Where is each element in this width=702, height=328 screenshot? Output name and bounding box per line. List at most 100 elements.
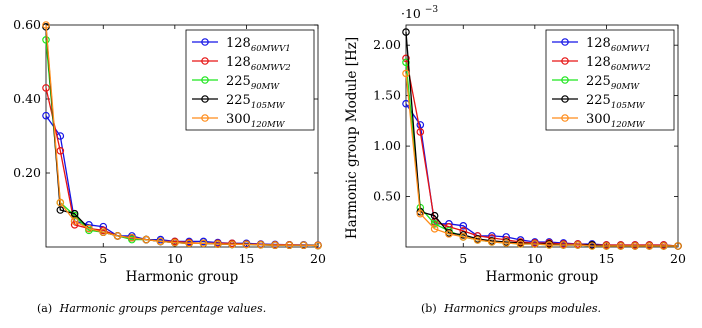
chart-b-frame	[405, 24, 679, 248]
chart-b-legend-label-sub: 60MWV1	[611, 44, 651, 54]
chart-a-ytick-label: 0.20	[13, 165, 41, 180]
chart-b-data-point	[416, 121, 425, 129]
chart-a-data-point	[113, 232, 122, 240]
chart-b-data-point	[459, 222, 468, 230]
chart-a-xtick-label: 10	[167, 251, 183, 266]
chart-b-data-point	[573, 241, 582, 249]
chart-b-xtick-label: 20	[670, 251, 686, 266]
chart-a-legend-label: 225105MW	[226, 93, 286, 111]
chart-b-y-multiplier-exp: −3	[425, 5, 439, 15]
chart-b-data-point	[531, 240, 539, 248]
chart-b-legend-label-main: 225	[586, 93, 611, 108]
chart-b-legend-marker	[561, 38, 569, 46]
chart-a-data-point	[256, 240, 265, 249]
chart-b-data-point	[631, 242, 639, 250]
chart-a-data-point	[314, 241, 322, 250]
chart-b-caption: (b) Harmonics groups modules.	[421, 302, 601, 315]
chart-a-legend-marker	[201, 38, 209, 46]
chart-b-legend-label: 22590MW	[586, 74, 640, 92]
chart-b-data-point	[674, 242, 682, 250]
chart-b-caption-label: (b)	[421, 302, 437, 315]
chart-a-xtick-label: 5	[99, 251, 107, 266]
chart-a-legend-label-main: 128	[226, 36, 251, 51]
chart-a-data-point	[199, 239, 208, 248]
chart-b-y-multiplier: ·10 −3	[401, 5, 438, 21]
chart-a-legend-label-sub: 120MW	[251, 120, 286, 130]
chart-a-data-point	[213, 240, 222, 248]
chart-a-data-point	[85, 224, 93, 233]
chart-b-data-point	[445, 230, 453, 238]
chart-b-data-point	[602, 242, 611, 250]
chart-a-data-point	[56, 206, 65, 214]
chart-b-legend-label: 300120MW	[586, 112, 646, 130]
chart-a-data-point	[242, 240, 251, 249]
chart-b-ytick-label: 0.50	[373, 189, 401, 204]
chart-b-data-point	[516, 240, 525, 248]
chart-b-data-point	[488, 238, 496, 246]
chart-a-ytick-label: 0.40	[13, 91, 41, 106]
chart-b-legend: 12860MWV112860MWV222590MW225105MW300120M…	[545, 29, 675, 131]
chart-a-legend-label-main: 128	[226, 55, 251, 70]
chart-b-data-point	[430, 225, 439, 233]
chart-a-caption: (a) Harmonic groups percentage values.	[37, 302, 266, 315]
chart-b-ytick-label: 2.00	[373, 37, 401, 52]
chart-b-legend-label: 12860MWV1	[586, 36, 651, 54]
chart-b-data-point	[559, 241, 568, 249]
chart-b-legend-label-main: 225	[586, 74, 611, 89]
chart-a-caption-label: (a)	[37, 302, 52, 315]
chart-a-data-point	[156, 237, 165, 246]
chart-a-data-point	[42, 84, 50, 92]
chart-a-frame	[45, 24, 319, 248]
chart-a: 5 10 15 200.200.400.60 Harmonic group 12860…	[13, 17, 326, 315]
chart-a-xtick-label: 15	[238, 251, 254, 266]
chart-a-data-point	[70, 217, 79, 225]
chart-b-ylabel: Harmonic group Module [Hz]	[344, 37, 360, 239]
chart-b: 5 10 15 20 0.50 1.00 1.50 2.00 Harmonic group H…	[344, 5, 686, 315]
chart-b-data-point	[588, 242, 596, 250]
chart-a-data-point	[142, 235, 151, 244]
chart-b-y-multiplier-base: ·10	[401, 6, 421, 21]
chart-a-data-point	[70, 209, 79, 218]
chart-a-legend-label: 12860MWV1	[226, 36, 291, 54]
chart-b-legend-label-sub: 60MWV2	[611, 63, 651, 73]
chart-b-xtick-label: 5	[459, 251, 467, 266]
chart-a-legend-label-sub: 60MWV1	[251, 44, 291, 54]
chart-b-legend-label-main: 128	[586, 36, 611, 51]
chart-a-legend-marker	[201, 95, 209, 103]
chart-a-data-point	[56, 198, 65, 207]
chart-a-xtick-label: 20	[310, 251, 326, 266]
chart-b-ytick-label: 1.50	[373, 88, 401, 103]
chart-b-data-point	[430, 211, 439, 220]
chart-b-series-line-5	[405, 73, 678, 247]
chart-b-data-point	[402, 58, 410, 67]
chart-b-data-point	[645, 242, 654, 250]
chart-b-legend-label-main: 300	[586, 112, 611, 127]
chart-b-data-point	[416, 209, 425, 218]
chart-b-legend-marker	[561, 57, 569, 65]
chart-a-legend: 12860MWV112860MWV222590MW225105MW300120M…	[185, 29, 315, 131]
chart-a-legend-label-sub: 90MW	[251, 82, 281, 92]
chart-b-data-point	[402, 54, 410, 63]
chart-b-data-point	[430, 219, 439, 228]
chart-b-xtick-label: 10	[527, 251, 543, 266]
chart-b-data-point	[459, 233, 468, 241]
chart-a-legend-label-main: 225	[226, 74, 251, 89]
chart-a-series-line-5	[45, 24, 319, 247]
chart-a-data-point	[128, 233, 136, 242]
chart-a-data-point	[228, 240, 236, 249]
chart-b-series-line-2	[405, 58, 679, 247]
chart-a-legend-marker	[201, 114, 209, 122]
chart-a-data-point	[299, 241, 308, 249]
chart-a-caption-text: Harmonic groups percentage values.	[59, 302, 267, 315]
chart-a-data-point	[42, 35, 50, 44]
chart-b-data-point	[473, 236, 482, 244]
chart-b-caption-text: Harmonics groups modules.	[443, 302, 601, 315]
chart-b-xtick-label: 15	[598, 251, 614, 266]
chart-b-data-point	[402, 28, 410, 36]
chart-b-legend-marker	[561, 76, 569, 84]
chart-a-legend-label-sub: 60MWV2	[251, 63, 291, 73]
chart-a-ytick-label: 0.60	[13, 17, 41, 32]
chart-a-data-point	[285, 241, 294, 249]
chart-b-data-point	[502, 239, 511, 247]
